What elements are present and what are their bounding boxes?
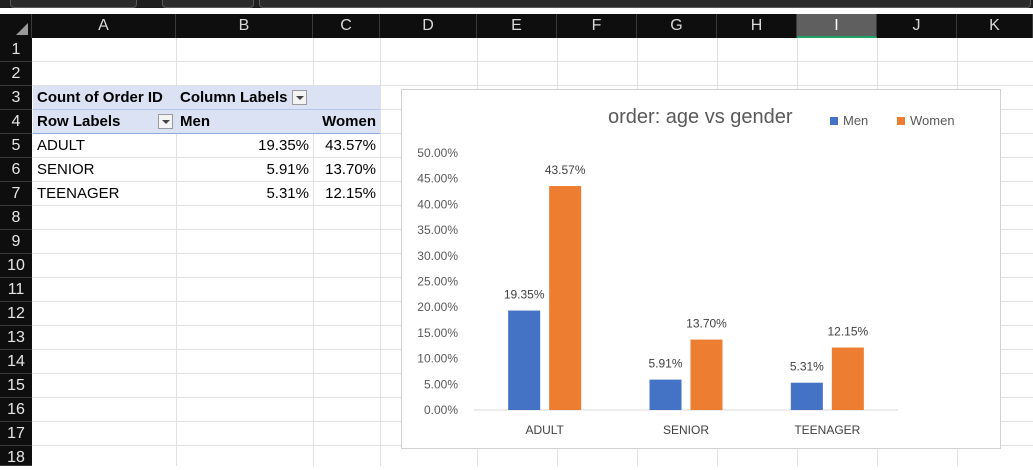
column-header-a[interactable]: A [32, 14, 176, 38]
legend-item-men[interactable]: Men [830, 113, 868, 128]
y-tick-label: 0.00% [424, 403, 458, 417]
bar-men-teenager [790, 382, 823, 410]
column-labels-filter-dropdown-icon[interactable] [292, 90, 307, 105]
y-tick-label: 10.00% [417, 352, 458, 366]
row-header-3[interactable]: 3 [0, 86, 32, 110]
row-header-13[interactable]: 13 [0, 326, 32, 350]
pivot-row-label[interactable]: TEENAGER [37, 185, 120, 202]
y-tick-label: 5.00% [424, 377, 458, 391]
data-label-men: 5.31% [790, 360, 824, 374]
x-category-label: TEENAGER [794, 423, 860, 437]
row-header-6[interactable]: 6 [0, 158, 32, 182]
pivot-header-divider [33, 109, 380, 110]
data-label-men: 5.91% [648, 357, 682, 371]
row-header-12[interactable]: 12 [0, 302, 32, 326]
bar-men-senior [649, 379, 682, 410]
column-header-c[interactable]: C [313, 14, 380, 38]
column-header-i[interactable]: I [797, 14, 877, 38]
pivot-cell-women[interactable]: 13.70% [325, 161, 376, 178]
pivot-row-label[interactable]: ADULT [37, 137, 86, 154]
pivot-chart[interactable]: order: age vs gender Men Women 0.00% 5.00… [401, 89, 1001, 449]
column-header-b[interactable]: B [176, 14, 313, 38]
y-tick-label: 20.00% [417, 300, 458, 314]
bar-women-teenager [831, 347, 864, 410]
ribbon-tab[interactable] [10, 0, 137, 8]
bar-women-senior [690, 339, 723, 410]
pivot-column-labels[interactable]: Column Labels [180, 89, 288, 106]
column-header-g[interactable]: G [637, 14, 717, 38]
pivot-col-women[interactable]: Women [322, 113, 376, 130]
column-header-f[interactable]: F [557, 14, 637, 38]
legend-label-women: Women [910, 113, 955, 128]
row-header-17[interactable]: 17 [0, 422, 32, 446]
select-all-corner[interactable] [0, 14, 32, 38]
gridline [32, 61, 1033, 62]
pivot-cell-men[interactable]: 5.91% [266, 161, 309, 178]
row-header-5[interactable]: 5 [0, 134, 32, 158]
pivot-cell-women[interactable]: 43.57% [325, 137, 376, 154]
window-top-strip [0, 0, 1033, 8]
row-header-8[interactable]: 8 [0, 206, 32, 230]
column-header-h[interactable]: H [717, 14, 797, 38]
pivot-row-label[interactable]: SENIOR [37, 161, 95, 178]
y-tick-label: 35.00% [417, 223, 458, 237]
row-header-7[interactable]: 7 [0, 182, 32, 206]
y-tick-label: 45.00% [417, 172, 458, 186]
row-header-18[interactable]: 18 [0, 446, 32, 466]
column-header-k[interactable]: K [957, 14, 1033, 38]
row-header-15[interactable]: 15 [0, 374, 32, 398]
y-tick-label: 15.00% [417, 326, 458, 340]
row-header-9[interactable]: 9 [0, 230, 32, 254]
gridline [380, 38, 381, 466]
legend-label-men: Men [843, 113, 869, 128]
gridline [32, 85, 1033, 86]
data-label-men: 19.35% [504, 288, 545, 302]
row-header-16[interactable]: 16 [0, 398, 32, 422]
row-header-4[interactable]: 4 [0, 110, 32, 134]
legend-swatch-men [830, 117, 838, 125]
pivot-cell-men[interactable]: 19.35% [258, 137, 309, 154]
pivot-value-field[interactable]: Count of Order ID [37, 89, 163, 106]
row-header-2[interactable]: 2 [0, 62, 32, 86]
select-all-triangle-icon [16, 23, 28, 35]
pivot-row-labels[interactable]: Row Labels [37, 113, 121, 130]
pivot-cell-women[interactable]: 12.15% [325, 185, 376, 202]
chart-plot-area: 0.00% 5.00% 10.00% 15.00% 20.00% 25.00% 30.00%… [417, 146, 898, 437]
y-tick-label: 30.00% [417, 249, 458, 263]
row-header-10[interactable]: 10 [0, 254, 32, 278]
x-category-label: SENIOR [663, 423, 709, 437]
y-tick-label: 25.00% [417, 275, 458, 289]
pivot-header-border [33, 133, 380, 134]
column-header-e[interactable]: E [477, 14, 557, 38]
data-label-women: 13.70% [686, 317, 727, 331]
bar-men-adult [508, 310, 541, 410]
row-header-14[interactable]: 14 [0, 350, 32, 374]
y-tick-label: 40.00% [417, 197, 458, 211]
legend-swatch-women [897, 117, 905, 125]
ribbon-tab[interactable] [162, 0, 254, 8]
gridline [176, 38, 177, 466]
data-label-women: 12.15% [827, 325, 868, 339]
data-label-women: 43.57% [545, 163, 586, 177]
column-header-j[interactable]: J [877, 14, 957, 38]
column-header-d[interactable]: D [380, 14, 477, 38]
gridline [313, 38, 314, 466]
bar-women-adult [549, 186, 582, 410]
legend-item-women[interactable]: Women [897, 113, 955, 128]
formula-bar[interactable] [259, 0, 1031, 8]
row-header-11[interactable]: 11 [0, 278, 32, 302]
row-labels-filter-dropdown-icon[interactable] [158, 114, 173, 129]
pivot-cell-men[interactable]: 5.31% [266, 185, 309, 202]
y-tick-label: 50.00% [417, 146, 458, 160]
pivot-col-men[interactable]: Men [180, 113, 210, 130]
chart-title[interactable]: order: age vs gender [608, 106, 793, 128]
row-header-1[interactable]: 1 [0, 38, 32, 62]
x-category-label: ADULT [525, 423, 564, 437]
